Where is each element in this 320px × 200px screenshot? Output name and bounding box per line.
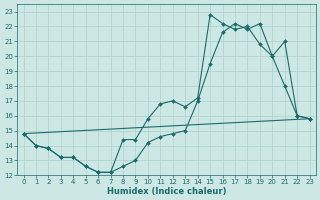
X-axis label: Humidex (Indice chaleur): Humidex (Indice chaleur) (107, 187, 226, 196)
